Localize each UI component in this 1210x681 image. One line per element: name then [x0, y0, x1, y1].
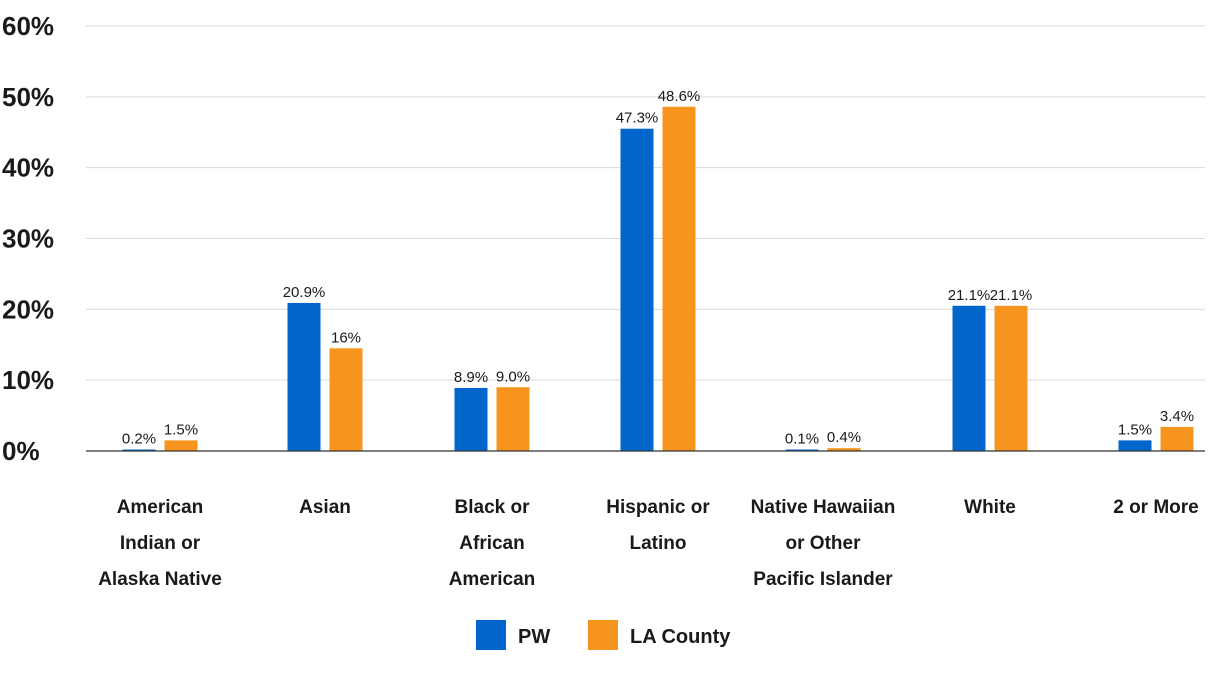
bar-pw [1118, 440, 1152, 451]
bar-la-county [329, 348, 363, 451]
bar-pw [287, 302, 321, 451]
y-tick-label: 30% [2, 224, 54, 254]
x-category-label: White [964, 497, 1016, 518]
bar-la-county [662, 106, 696, 451]
y-tick-label: 40% [2, 153, 54, 183]
legend-swatch-pw [476, 620, 506, 650]
data-label: 21.1% [948, 287, 991, 304]
x-axis-category-labels: American Indian or Alaska Native Asian Black… [98, 497, 1199, 590]
y-tick-label: 60% [2, 11, 54, 41]
bar-pw [785, 449, 819, 451]
data-label: 0.4% [827, 429, 861, 446]
y-tick-label: 20% [2, 294, 54, 324]
bar-la-county [827, 448, 861, 451]
x-category-label: Asian [299, 497, 351, 518]
legend: PW LA County [476, 620, 731, 650]
data-label: 0.1% [785, 431, 819, 448]
data-label: 9.0% [496, 368, 530, 385]
bar-pw [122, 449, 156, 451]
y-tick-label: 50% [2, 82, 54, 112]
data-label: 0.2% [122, 431, 156, 448]
x-category-label: Native Hawaiian or Other Pacific Islander [751, 497, 896, 590]
data-label: 16% [331, 329, 361, 346]
bar-pw [620, 128, 654, 452]
bar-la-county [164, 440, 198, 451]
data-labels: 0.2% 20.9% 8.9% 47.3% 0.1% 21.1% 1.5% 1.5% 16% 9.… [122, 88, 1194, 448]
legend-swatch-la-county [588, 620, 618, 650]
data-label: 1.5% [164, 421, 198, 438]
bar-pw [952, 305, 986, 451]
bar-pw [454, 387, 488, 451]
data-label: 1.5% [1118, 421, 1152, 438]
x-category-label: Black or African American [449, 497, 536, 590]
bar-la-county [994, 305, 1028, 451]
data-label: 20.9% [283, 284, 326, 301]
y-tick-label: 0% [2, 436, 40, 466]
bars [122, 106, 1194, 452]
x-category-label: Hispanic or Latino [606, 497, 710, 554]
legend-label: LA County [630, 626, 731, 648]
bar-la-county [496, 387, 530, 451]
legend-label: PW [518, 626, 550, 648]
y-axis-ticks: 0% 10% 20% 30% 40% 50% 60% [2, 11, 54, 466]
data-label: 8.9% [454, 369, 488, 386]
data-label: 48.6% [658, 88, 701, 105]
data-label: 3.4% [1160, 408, 1194, 425]
y-tick-label: 10% [2, 365, 54, 395]
x-category-label: American Indian or Alaska Native [98, 497, 222, 590]
data-label: 47.3% [616, 110, 659, 127]
x-category-label: 2 or More [1113, 497, 1199, 518]
data-label: 21.1% [990, 287, 1033, 304]
bar-la-county [1160, 426, 1194, 451]
